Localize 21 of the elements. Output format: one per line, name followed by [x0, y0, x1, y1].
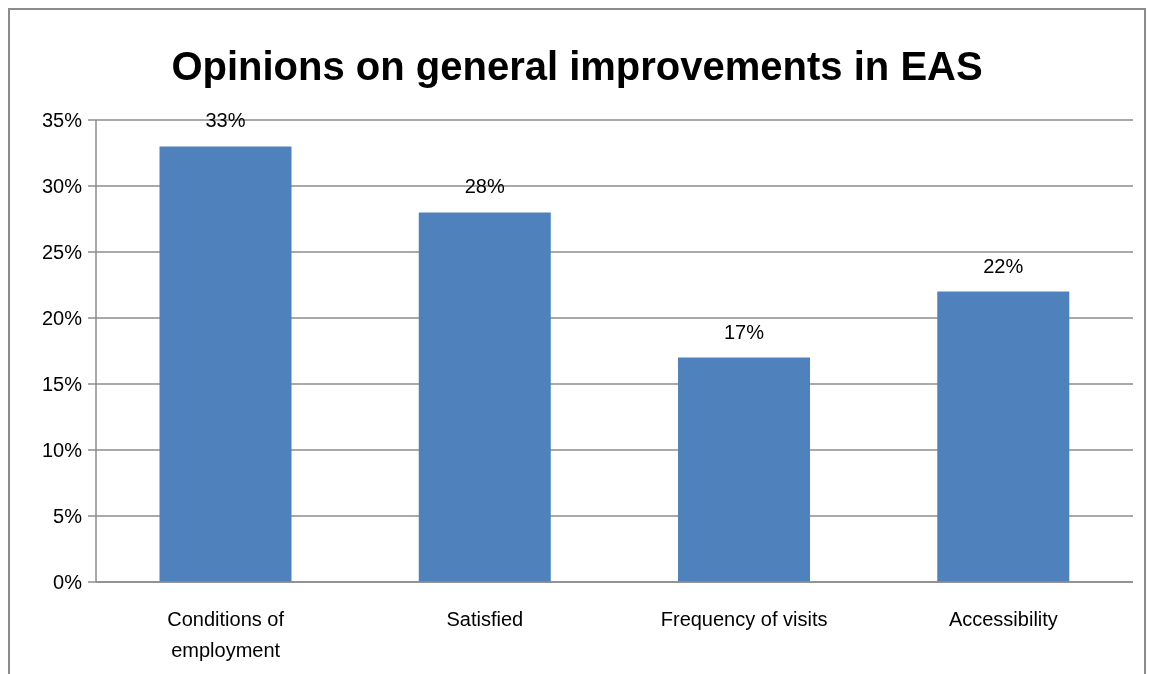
bar: [678, 357, 811, 582]
x-tick-label: Conditions of employment: [167, 608, 285, 661]
x-tick-label: Frequency of visits: [660, 608, 828, 630]
y-tick-label: 15%: [41, 373, 83, 396]
chart-title: Opinions on general improvements in EAS: [170, 44, 984, 89]
y-tick-label: 35%: [41, 109, 83, 132]
data-label: 28%: [464, 175, 505, 198]
bar: [937, 291, 1070, 582]
bar: [159, 146, 292, 582]
y-tick-label: 20%: [41, 307, 83, 330]
y-tick-label: 30%: [41, 175, 83, 198]
y-tick-label: 0%: [53, 571, 83, 594]
data-label: 17%: [724, 320, 765, 343]
data-label: 33%: [205, 109, 246, 132]
bar: [418, 212, 551, 582]
y-tick-label: 25%: [41, 241, 83, 264]
x-tick-label: Accessibility: [948, 608, 1058, 630]
y-tick-label: 5%: [53, 505, 83, 528]
x-tick-label: Satisfied: [446, 608, 524, 630]
y-tick-label: 10%: [41, 439, 83, 462]
data-label: 22%: [983, 254, 1024, 277]
